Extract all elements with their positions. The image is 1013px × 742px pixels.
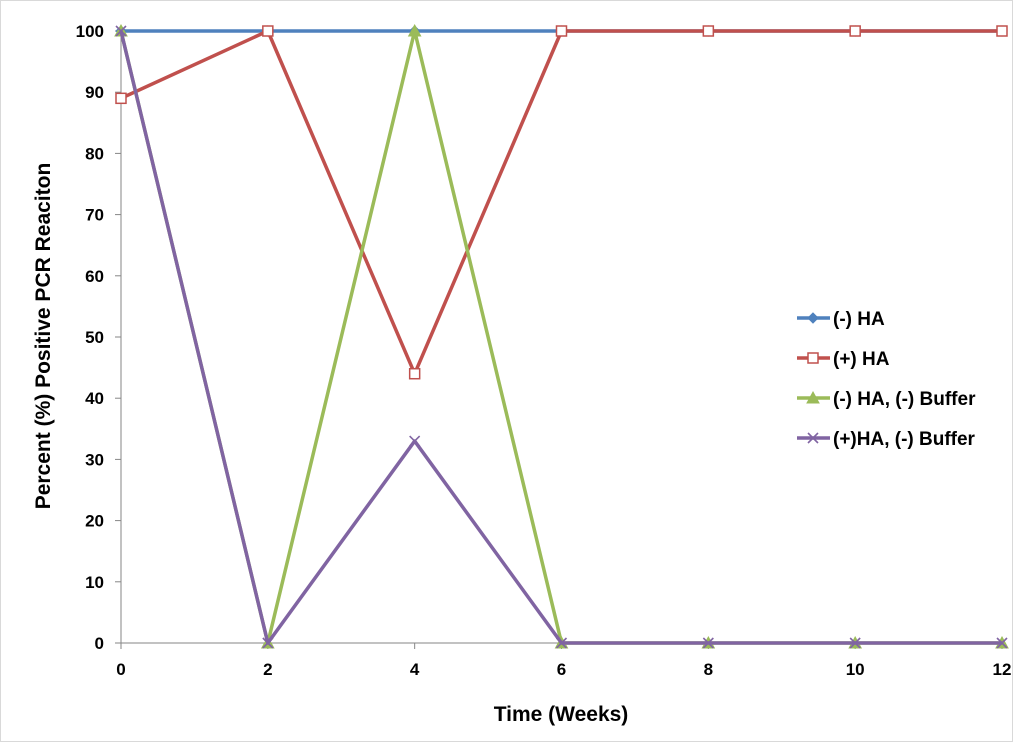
series-2	[115, 25, 1008, 380]
y-tick-label: 50	[85, 328, 104, 347]
square-marker	[996, 25, 1008, 37]
y-tick-label: 60	[85, 267, 104, 286]
legend-label: (-) HA, (-) Buffer	[833, 389, 976, 410]
x-marker-stroke	[115, 25, 127, 37]
series-layer	[114, 23, 1009, 649]
legend-label: (+) HA	[833, 349, 890, 370]
triangle-marker	[407, 23, 422, 37]
diamond-marker	[807, 312, 819, 324]
x-tick-label: 6	[557, 660, 566, 679]
x-tick-label: 12	[993, 660, 1012, 679]
legend-item: (-) HA, (-) Buffer	[797, 389, 976, 410]
x-marker-stroke	[262, 637, 274, 649]
square-marker	[702, 25, 715, 37]
x-marker-stroke	[409, 435, 421, 447]
y-tick-label: 0	[95, 634, 104, 653]
square-marker	[408, 367, 421, 380]
x-tick-label: 8	[704, 660, 713, 679]
legend-label: (-) HA	[833, 309, 885, 330]
legend: (-) HA (+) HA (-) HA, (-) Buffer (+)HA, (-)…	[797, 309, 976, 450]
square-marker	[115, 92, 127, 105]
x-tick-label: 4	[410, 660, 420, 679]
y-tick-label: 90	[85, 83, 104, 102]
square-marker	[849, 25, 861, 37]
y-axis-title: Percent (%) Positive PCR Reaciton	[32, 163, 55, 510]
x-tick-label: 10	[846, 660, 865, 679]
square-marker	[262, 25, 274, 37]
square-marker	[555, 25, 568, 37]
y-tick-label: 80	[85, 144, 104, 163]
x-tick-label: 0	[116, 660, 125, 679]
y-tick-label: 70	[85, 206, 104, 225]
y-tick-label: 40	[85, 389, 104, 408]
square-marker	[807, 352, 819, 364]
series-line	[119, 29, 1002, 645]
y-tick-label: 100	[76, 22, 104, 41]
legend-item: (+)HA, (-) Buffer	[797, 429, 976, 450]
series-4	[115, 25, 1008, 649]
x-marker-stroke	[555, 637, 568, 649]
x-marker-stroke	[996, 637, 1008, 649]
y-tick-label: 30	[85, 450, 104, 469]
legend-item: (-) HA	[797, 309, 885, 330]
y-tick-label: 10	[85, 573, 104, 592]
series-line	[119, 30, 1002, 645]
y-tick-label: 20	[85, 512, 104, 531]
legend-item: (+) HA	[797, 349, 890, 370]
x-marker-stroke	[702, 637, 714, 649]
x-axis-title: Time (Weeks)	[494, 703, 629, 726]
legend-label: (+)HA, (-) Buffer	[833, 429, 976, 450]
x-marker-stroke	[849, 637, 861, 649]
x-tick-label: 2	[263, 660, 272, 679]
series-3	[114, 23, 1009, 649]
triangle-marker	[806, 390, 820, 404]
x-marker-stroke	[807, 432, 819, 444]
